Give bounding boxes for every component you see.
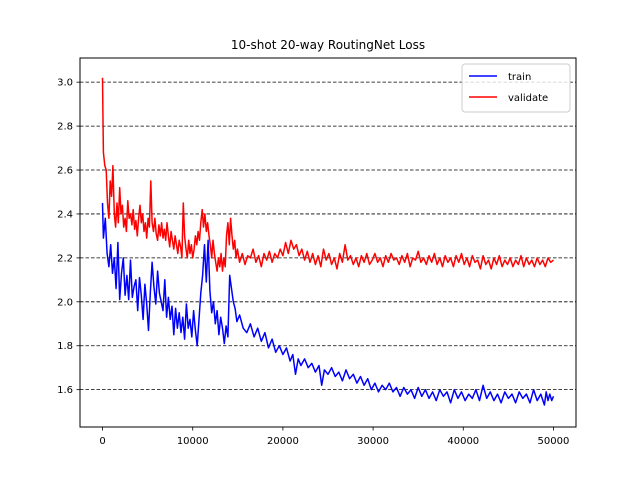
- gridlines: [80, 81, 576, 391]
- y-tick-label: 2.2: [57, 253, 73, 264]
- series-group: [101, 77, 555, 406]
- series-line-train: [101, 202, 555, 406]
- y-tick-label: 1.6: [57, 385, 73, 396]
- x-tick-label: 20000: [267, 436, 299, 447]
- chart-title: 10-shot 20-way RoutingNet Loss: [231, 38, 425, 52]
- x-axis: 0 10000 20000 30000 40000 50000: [99, 427, 569, 447]
- y-tick-label: 2.8: [57, 122, 73, 133]
- y-axis: 1.6 1.8 2.0 2.2 2.4 2.6 2.8 3.0: [57, 78, 80, 396]
- x-tick-label: 40000: [447, 436, 479, 447]
- plot-frame: [79, 57, 577, 428]
- y-tick-label: 1.8: [57, 341, 73, 352]
- legend: train validate: [461, 63, 571, 113]
- x-tick-label: 10000: [177, 436, 209, 447]
- series-line-validate: [101, 77, 554, 272]
- x-tick-label: 50000: [538, 436, 570, 447]
- x-tick-label: 0: [99, 436, 105, 447]
- y-tick-label: 2.0: [57, 297, 73, 308]
- y-tick-label: 3.0: [57, 78, 73, 89]
- y-tick-label: 2.6: [57, 166, 73, 177]
- y-tick-label: 2.4: [57, 209, 73, 220]
- legend-label-train: train: [508, 72, 531, 83]
- x-tick-label: 30000: [357, 436, 389, 447]
- legend-label-validate: validate: [508, 93, 548, 104]
